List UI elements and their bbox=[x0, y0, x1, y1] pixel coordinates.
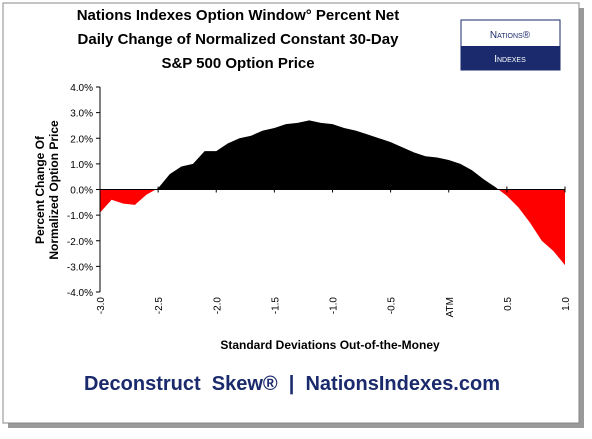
x-tick-label: -1.0 bbox=[329, 297, 340, 315]
chart-title: Daily Change of Normalized Constant 30-D… bbox=[78, 31, 400, 48]
area-negative bbox=[100, 189, 565, 266]
x-tick-label: -1.5 bbox=[270, 297, 281, 315]
y-tick-label: -2.0% bbox=[67, 237, 93, 248]
logo-text: Nations® bbox=[490, 30, 531, 41]
x-tick-label: -2.5 bbox=[154, 297, 165, 315]
x-axis-label: Standard Deviations Out-of-the-Money bbox=[220, 338, 440, 352]
footer: Deconstruct Skew® | NationsIndexes.com bbox=[84, 373, 500, 395]
x-tick-label: -0.5 bbox=[387, 297, 398, 315]
y-tick-label: -1.0% bbox=[67, 211, 93, 222]
y-axis-label: Normalized Option Price bbox=[47, 120, 61, 260]
area-positive bbox=[100, 120, 565, 190]
chart-title: Nations Indexes Option Window° Percent N… bbox=[77, 7, 400, 24]
chart-title: S&P 500 Option Price bbox=[161, 55, 314, 72]
y-tick-label: -4.0% bbox=[67, 288, 93, 299]
y-tick-label: 1.0% bbox=[70, 160, 93, 171]
y-tick-label: 4.0% bbox=[70, 83, 93, 94]
x-tick-label: -2.0 bbox=[212, 297, 223, 315]
x-tick-label: 0.5 bbox=[503, 297, 514, 311]
frame bbox=[2, 2, 580, 424]
y-tick-label: 0.0% bbox=[70, 186, 93, 197]
x-tick-label: -3.0 bbox=[96, 297, 107, 315]
y-tick-label: 2.0% bbox=[70, 134, 93, 145]
y-axis-label: Percent Change Of bbox=[33, 135, 47, 244]
x-tick-label: ATM bbox=[445, 297, 456, 317]
logo-text: Indexes bbox=[494, 54, 526, 65]
x-tick-label: 1.0 bbox=[561, 297, 572, 311]
y-tick-label: 3.0% bbox=[70, 109, 93, 120]
y-tick-label: -3.0% bbox=[67, 262, 93, 273]
logo-band bbox=[461, 46, 560, 70]
